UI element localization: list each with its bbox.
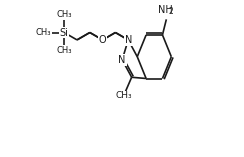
Text: N: N	[124, 35, 132, 45]
Text: CH₃: CH₃	[115, 91, 132, 100]
Text: N: N	[119, 55, 126, 65]
Text: Si: Si	[60, 27, 69, 38]
Text: CH₃: CH₃	[56, 46, 72, 55]
Text: O: O	[99, 35, 106, 45]
Text: NH: NH	[158, 5, 173, 16]
Text: CH₃: CH₃	[35, 28, 51, 37]
Text: CH₃: CH₃	[56, 10, 72, 19]
Text: O: O	[99, 35, 106, 45]
Text: 2: 2	[168, 7, 173, 16]
